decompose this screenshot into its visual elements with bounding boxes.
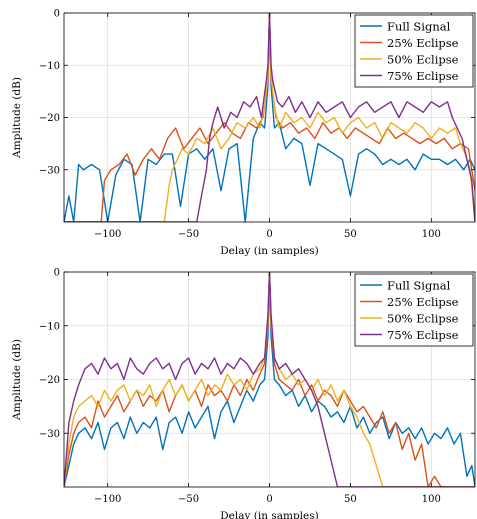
y-tick-label: −10 xyxy=(39,61,60,72)
x-tick-label: 100 xyxy=(422,494,441,505)
x-tick-label: 100 xyxy=(422,229,441,240)
x-tick-label: 0 xyxy=(266,229,272,240)
x-tick-label: 0 xyxy=(266,494,272,505)
x-tick-label: 50 xyxy=(344,494,357,505)
series-group xyxy=(64,272,475,487)
y-tick-label: 0 xyxy=(54,9,60,20)
legend-label-4: 75% Eclipse xyxy=(387,69,459,83)
series-line-1 xyxy=(64,272,475,487)
series-line-3 xyxy=(64,272,475,487)
legend-label-2: 25% Eclipse xyxy=(387,295,459,309)
x-axis-label: Delay (in samples) xyxy=(220,245,318,257)
series-group xyxy=(64,13,475,222)
y-tick-label: 0 xyxy=(54,268,60,279)
x-tick-label: −100 xyxy=(94,494,121,505)
legend-label-2: 25% Eclipse xyxy=(387,36,459,50)
series-line-4 xyxy=(64,13,475,222)
x-axis-label: Delay (in samples) xyxy=(220,510,318,519)
x-tick-label: −50 xyxy=(178,229,199,240)
legend-label-4: 75% Eclipse xyxy=(387,328,459,342)
x-tick-label: −100 xyxy=(94,229,121,240)
series-line-2 xyxy=(64,13,475,222)
series-line-4 xyxy=(64,272,475,487)
legend: Full Signal 25% Eclipse 50% Eclipse 75% Ecl… xyxy=(354,273,474,347)
y-tick-label: −30 xyxy=(39,165,60,176)
legend-label-3: 50% Eclipse xyxy=(387,312,459,326)
x-tick-label: 50 xyxy=(344,229,357,240)
legend-label-1: Full Signal xyxy=(387,279,451,293)
y-tick-label: −20 xyxy=(39,113,60,124)
y-tick-label: −10 xyxy=(39,321,60,332)
x-tick-label: −50 xyxy=(178,494,199,505)
y-tick-label: −20 xyxy=(39,375,60,386)
y-axis-label: Amplitude (dB) xyxy=(11,339,23,421)
legend: Full Signal 25% Eclipse 50% Eclipse 75% Ecl… xyxy=(354,14,474,88)
series-line-3 xyxy=(64,13,475,222)
y-tick-label: −30 xyxy=(39,429,60,440)
y-axis-label: Amplitude (dB) xyxy=(11,77,23,159)
legend-label-1: Full Signal xyxy=(387,20,451,34)
legend-label-3: 50% Eclipse xyxy=(387,53,459,67)
